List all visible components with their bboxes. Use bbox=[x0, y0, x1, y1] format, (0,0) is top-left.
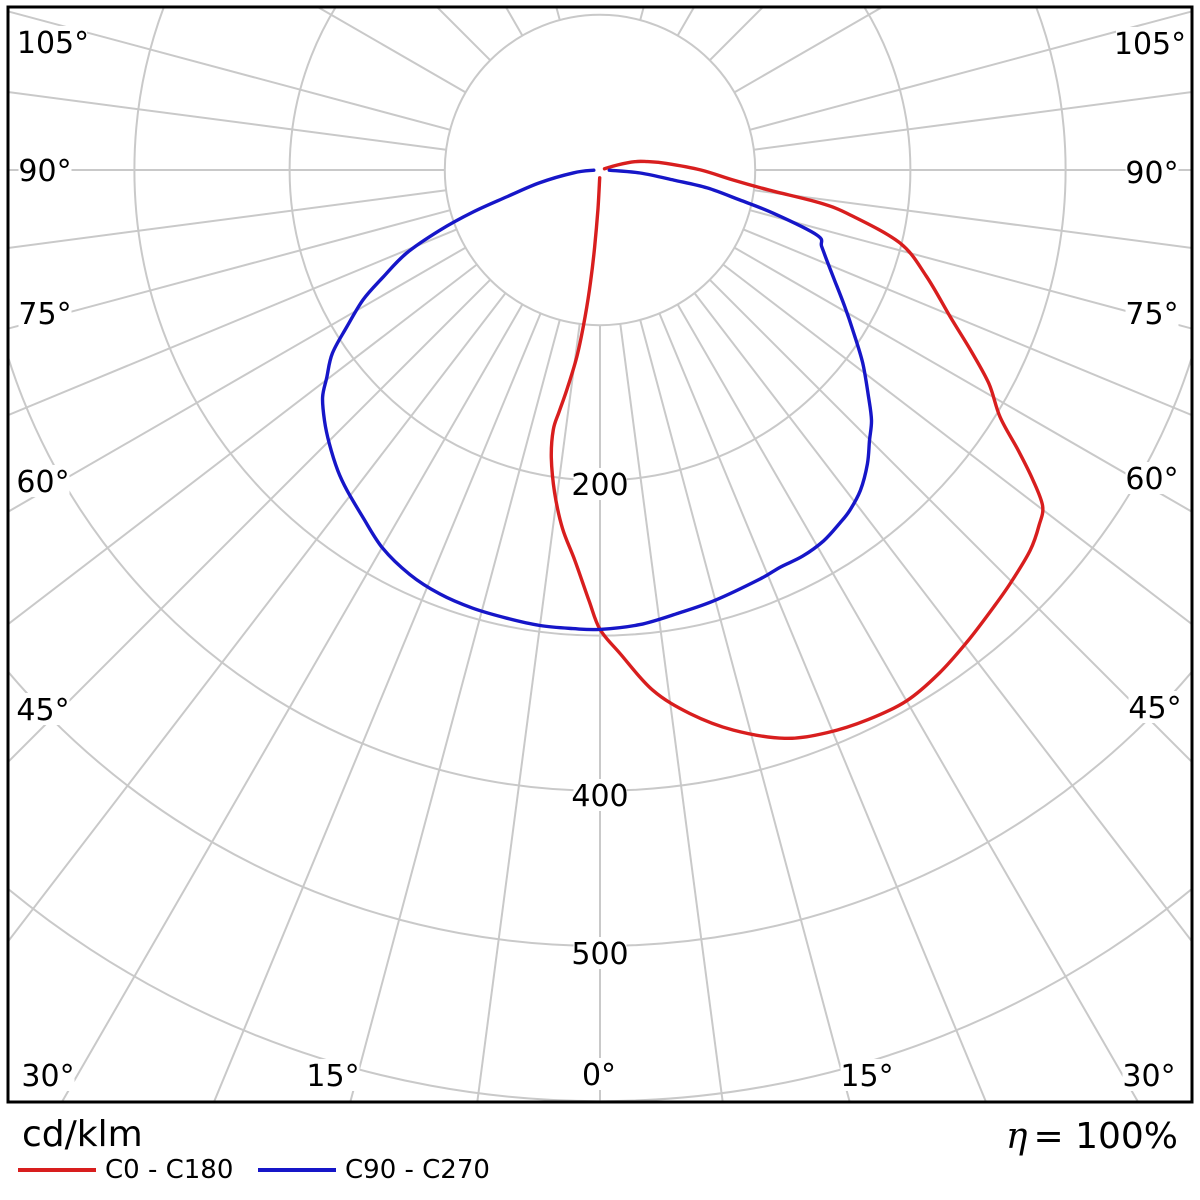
grid-ray bbox=[733, 246, 1192, 513]
angle-label-halo bbox=[840, 1059, 894, 1091]
angle-label-halo bbox=[18, 154, 72, 186]
ring-label-halo bbox=[573, 937, 627, 969]
grid-labels: 105° 90° 75° 60° 45° 30° 15° 0° 15° 30° 45° 60° 75° 9… bbox=[16, 26, 1186, 1094]
angle-label: 45° bbox=[1128, 691, 1181, 726]
angle-label: 45° bbox=[16, 693, 69, 728]
grid-ray bbox=[658, 313, 988, 1102]
angle-label-halo bbox=[580, 1058, 618, 1090]
legend-label: C0 - C180 bbox=[105, 1155, 234, 1185]
grid-ray bbox=[212, 313, 542, 1102]
angle-label: 30° bbox=[21, 1059, 74, 1094]
angle-label: 60° bbox=[16, 465, 69, 500]
grid-ray bbox=[722, 263, 1192, 626]
ring-label: 200 bbox=[571, 468, 628, 503]
angle-label-halo bbox=[1125, 297, 1179, 329]
angle-label: 0° bbox=[582, 1058, 616, 1093]
curves bbox=[320, 159, 1045, 741]
angle-label: 15° bbox=[306, 1059, 359, 1094]
ring-label: 400 bbox=[571, 779, 628, 814]
grid-ray bbox=[8, 246, 467, 513]
angle-label-halo bbox=[16, 465, 70, 497]
ring-label-halo bbox=[573, 779, 627, 811]
angle-label-halo bbox=[1116, 27, 1184, 59]
unit-label: cd/klm bbox=[22, 1114, 143, 1155]
angle-label-halo bbox=[19, 26, 87, 58]
legend-item-c90-c270: C90 - C270 bbox=[258, 1154, 490, 1186]
grid-ray bbox=[753, 91, 1192, 151]
ring-label: 500 bbox=[571, 937, 628, 972]
efficiency-label: η = 100% bbox=[1006, 1116, 1178, 1157]
angle-label-halo bbox=[16, 693, 70, 725]
angle-label: 15° bbox=[840, 1059, 893, 1094]
angle-label: 90° bbox=[18, 154, 71, 189]
legend-swatch-blue-line bbox=[258, 1168, 336, 1172]
angle-label: 75° bbox=[1125, 297, 1178, 332]
legend-swatch-red-line bbox=[18, 1168, 96, 1172]
grid-ray bbox=[8, 278, 492, 764]
grid-ray bbox=[8, 209, 451, 330]
grid-ray bbox=[8, 228, 457, 417]
angle-label-halo bbox=[1128, 691, 1182, 723]
plot-frame bbox=[6, 5, 1194, 1104]
eta-symbol: η bbox=[1005, 1116, 1028, 1157]
grid-ray bbox=[749, 209, 1192, 330]
grid-ray bbox=[8, 10, 451, 131]
legend-label: C90 - C270 bbox=[345, 1155, 490, 1185]
angle-label-halo bbox=[1122, 1059, 1176, 1091]
curve-c90-c270 bbox=[320, 168, 874, 632]
grid-ray bbox=[676, 303, 1140, 1102]
angle-label-halo bbox=[1125, 156, 1179, 188]
legend-item-c0-c180: C0 - C180 bbox=[18, 1154, 233, 1186]
grid-ray bbox=[753, 189, 1192, 249]
angle-label: 105° bbox=[1114, 27, 1186, 62]
grid-ray bbox=[749, 10, 1192, 131]
grid-ray bbox=[8, 263, 478, 626]
grid-ray bbox=[349, 319, 561, 1102]
grid-ray bbox=[693, 292, 1192, 944]
grid-ray bbox=[8, 91, 447, 151]
grid-ray bbox=[8, 189, 447, 249]
ring-label-halo bbox=[573, 468, 627, 500]
angle-label: 105° bbox=[17, 26, 89, 61]
angle-label: 60° bbox=[1125, 462, 1178, 497]
angle-label: 75° bbox=[18, 297, 71, 332]
curve-c0-c180 bbox=[549, 159, 1045, 741]
grid-circle bbox=[443, 13, 757, 327]
angle-label-halo bbox=[1125, 462, 1179, 494]
grid-ray bbox=[476, 323, 581, 1102]
angle-label-halo bbox=[18, 297, 72, 329]
grid-ray bbox=[619, 323, 724, 1102]
angle-label: 90° bbox=[1125, 156, 1178, 191]
angle-label: 30° bbox=[1122, 1059, 1175, 1094]
angle-label-halo bbox=[306, 1059, 360, 1091]
grid-ray bbox=[639, 319, 851, 1102]
frame-border bbox=[6, 5, 1194, 1104]
efficiency-value: = 100% bbox=[1033, 1116, 1178, 1157]
grid-ray bbox=[60, 303, 524, 1102]
angle-label-halo bbox=[21, 1059, 75, 1091]
grid-ray bbox=[8, 292, 507, 944]
